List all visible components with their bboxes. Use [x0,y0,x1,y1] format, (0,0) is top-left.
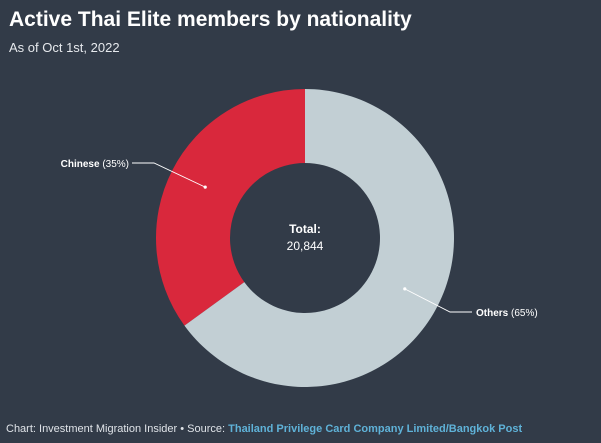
footer-credit: Chart: Investment Migration Insider • So… [6,423,229,435]
donut-slice-chinese [155,89,305,326]
donut-labels: Chinese (35%) Others (65%) [61,159,538,319]
leader-line-others [404,288,472,313]
center-total-value: 20,844 [287,239,324,253]
chart-subtitle: As of Oct 1st, 2022 [9,40,120,55]
chart-footer: Chart: Investment Migration Insider • So… [6,423,522,435]
donut-leader-lines [132,162,472,313]
donut-slice-others [184,89,454,388]
slice-label-others: Others (65%) [476,308,538,319]
slice-label-chinese: Chinese (35%) [61,159,129,170]
donut-slices [155,89,454,388]
chart-title: Active Thai Elite members by nationality [9,8,412,31]
center-total-title: Total: [289,222,321,236]
leader-line-chinese [132,162,206,188]
footer-source-link[interactable]: Thailand Privilege Card Company Limited/… [228,423,523,435]
